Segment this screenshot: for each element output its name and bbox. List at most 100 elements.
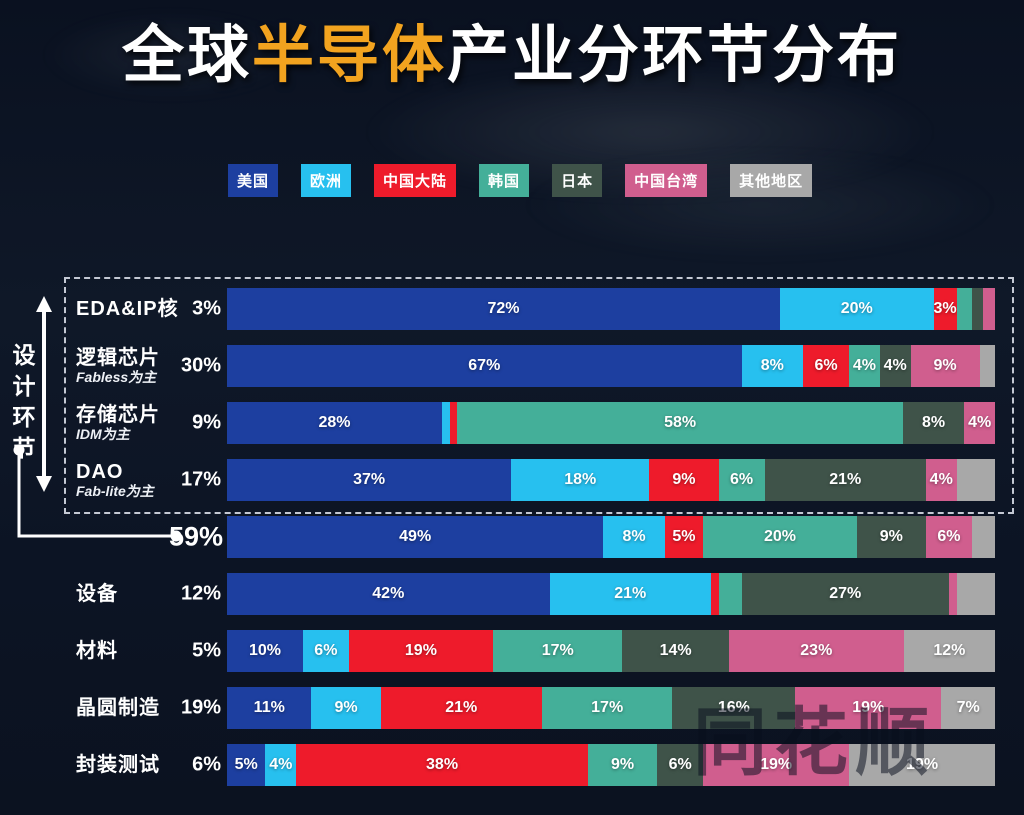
segment-value-label: 6% — [668, 756, 692, 773]
bar-segment-tw: 9% — [910, 345, 980, 387]
segment-value-label: 21% — [614, 585, 647, 602]
legend-label: 韩国 — [488, 173, 521, 190]
bar-segment-us: 72% — [227, 288, 780, 330]
row-label-block: 封装测试 6% — [64, 744, 227, 786]
segment-value-label: 49% — [399, 528, 432, 545]
row-name: 晶圆制造 — [76, 697, 160, 719]
segment-value-label: 28% — [318, 414, 351, 431]
bar-segment-tw: 19% — [795, 687, 942, 729]
bar-segment-tw: 4% — [925, 459, 957, 501]
bar-segment-jp: 16% — [672, 687, 796, 729]
segment-value-label: 23% — [800, 642, 833, 659]
segment-value-label: 9% — [933, 357, 957, 374]
stacked-bar: 28% 58% 8% 4% — [227, 402, 996, 444]
bar-segment-cn: 9% — [649, 459, 719, 501]
legend-item-jp: 日本 — [552, 164, 603, 197]
bar-segment-us: 49% — [227, 516, 604, 558]
bar-segment-tw — [948, 573, 957, 615]
row-name: EDA&IP核 — [76, 298, 179, 320]
row-share: 9% — [192, 411, 221, 434]
row-share: 17% — [180, 468, 221, 491]
bar-segment-other — [971, 516, 995, 558]
bar-segment-cn — [710, 573, 719, 615]
bar-segment-other: 19% — [849, 744, 996, 786]
segment-value-label: 17% — [591, 699, 624, 716]
row-subtitle: Fab-lite为主 — [76, 483, 154, 499]
row-label-block: 存储芯片 IDM为主 9% — [64, 402, 227, 444]
segment-value-label: 8% — [622, 528, 646, 545]
bar-segment-cn: 21% — [380, 687, 542, 729]
bar-segment-us: 10% — [227, 630, 304, 672]
bar-segment-kr: 4% — [849, 345, 880, 387]
stacked-bar: 72% 20% 3% — [227, 288, 995, 330]
stacked-bar: 67% 8% 6% 4% 4% 9% — [227, 345, 995, 387]
legend-label: 中国大陆 — [383, 173, 448, 190]
row-label-block: 晶圆制造 19% — [64, 687, 227, 729]
segment-value-label: 11% — [253, 699, 285, 716]
bar-segment-jp — [971, 288, 984, 330]
bar-segment-other — [956, 459, 995, 501]
segment-value-label: 20% — [840, 300, 873, 317]
segment-value-label: 6% — [814, 357, 838, 374]
legend-label: 中国台湾 — [634, 173, 699, 190]
bar-segment-cn: 38% — [296, 744, 588, 786]
segment-value-label: 4% — [269, 756, 293, 773]
legend-label: 其他地区 — [739, 173, 804, 190]
row-share: 19% — [180, 696, 221, 719]
segment-value-label: 6% — [314, 642, 338, 659]
chart-row: 逻辑芯片 Fabless为主 30% 67% 8% 6% 4% 4% 9% — [64, 345, 995, 387]
bar-segment-cn: 3% — [934, 288, 957, 330]
chart-row: 晶圆制造 19% 11% 9% 21% 17% 16% 19% 7% — [64, 687, 996, 729]
segment-value-label: 19% — [404, 642, 437, 659]
bar-segment-tw — [983, 288, 995, 330]
segment-value-label: 6% — [729, 471, 754, 488]
segment-value-label: 67% — [468, 357, 501, 374]
bar-segment-eu: 20% — [779, 288, 934, 330]
legend-item-other: 其他地区 — [730, 164, 813, 197]
segment-value-label: 17% — [541, 642, 574, 659]
row-name: 设备 — [76, 583, 118, 605]
legend-label: 日本 — [561, 173, 594, 190]
bar-segment-eu: 4% — [265, 744, 297, 786]
row-label-block: 材料 5% — [64, 630, 227, 672]
chart-row: 封装测试 6% 5% 4% 38% 9% 6% 19% 19% — [64, 744, 996, 786]
row-label-block: 59% — [64, 516, 227, 558]
bar-segment-other: 12% — [903, 630, 995, 672]
row-label-block: 设备 12% — [64, 573, 227, 615]
chart-row: EDA&IP核 3% 72% 20% 3% — [64, 288, 995, 330]
segment-value-label: 18% — [564, 471, 597, 488]
row-share: 30% — [180, 354, 221, 377]
stacked-bar: 42% 21% 27% — [227, 573, 996, 615]
row-share: 12% — [180, 582, 221, 605]
bar-segment-jp: 4% — [879, 345, 911, 387]
bar-segment-eu: 21% — [549, 573, 711, 615]
segment-value-label: 14% — [659, 642, 692, 659]
legend-item-us: 美国 — [228, 164, 279, 197]
bar-segment-eu: 6% — [303, 630, 349, 672]
segment-value-label: 9% — [610, 756, 635, 773]
segment-value-label: 6% — [937, 528, 961, 545]
segment-value-label: 38% — [426, 756, 459, 773]
bar-segment-kr: 9% — [587, 744, 658, 786]
row-share: 3% — [192, 297, 221, 320]
chart-row: 材料 5% 10% 6% 19% 17% 14% 23% 12% — [64, 630, 995, 672]
stacked-bar: 10% 6% 19% 17% 14% 23% 12% — [227, 630, 995, 672]
bar-segment-jp: 21% — [764, 459, 926, 501]
row-label-block: 逻辑芯片 Fabless为主 30% — [64, 345, 227, 387]
bar-segment-other — [979, 345, 995, 387]
bar-segment-cn: 6% — [803, 345, 850, 387]
segment-value-label: 8% — [760, 357, 784, 374]
legend-label: 美国 — [237, 173, 270, 190]
bar-segment-jp: 14% — [622, 630, 729, 672]
segment-value-label: 58% — [664, 414, 697, 431]
bar-segment-kr: 6% — [718, 459, 765, 501]
segment-value-label: 21% — [829, 471, 862, 488]
legend-item-eu: 欧洲 — [301, 164, 352, 197]
chart-row: 59% 49% 8% 5% 20% 9% 6% — [64, 516, 995, 558]
row-share: 6% — [192, 753, 221, 776]
bar-segment-us: 5% — [227, 744, 266, 786]
design-segment-vertical-label: 设计环节 — [12, 342, 36, 461]
row-name: 逻辑芯片 — [76, 347, 160, 369]
segment-value-label: 3% — [933, 300, 957, 317]
row-name: 存储芯片 — [76, 404, 160, 426]
